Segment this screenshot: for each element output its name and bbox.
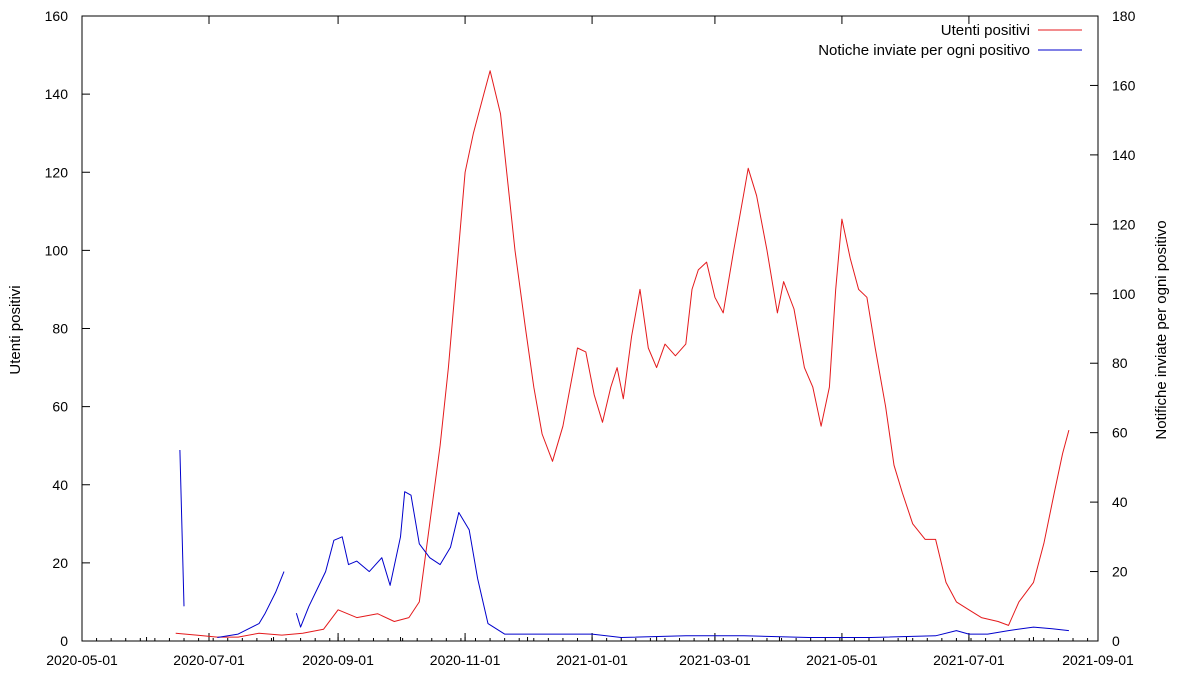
- y2-tick-label: 80: [1112, 355, 1128, 371]
- legend-label-1: Utenti positivi: [941, 22, 1030, 39]
- y2-tick-label: 60: [1112, 425, 1128, 441]
- x-tick-label: 2021-03-01: [679, 652, 751, 668]
- x-tick-label: 2021-05-01: [806, 652, 878, 668]
- y2-tick-label: 180: [1112, 8, 1136, 24]
- y-tick-label: 160: [45, 8, 69, 24]
- x-tick-label: 2020-07-01: [173, 652, 245, 668]
- y-tick-label: 0: [60, 633, 68, 649]
- y-axis-left: 0 20 40 60 80 100 120 140 160: [45, 8, 90, 649]
- plot-border: [81, 15, 1099, 642]
- y-tick-label: 140: [45, 86, 69, 102]
- y-tick-label: 120: [45, 164, 69, 180]
- y2-tick-label: 20: [1112, 564, 1128, 580]
- series-line-1: [175, 70, 1070, 638]
- series-line-2: [179, 449, 1069, 638]
- plot-frame: [81, 15, 1099, 642]
- y-tick-label: 60: [52, 399, 68, 415]
- y-tick-label: 100: [45, 242, 69, 258]
- x-tick-label: 2021-07-01: [933, 652, 1005, 668]
- y-tick-label: 20: [52, 555, 68, 571]
- y-tick-label: 80: [52, 321, 68, 337]
- y2-tick-label: 140: [1112, 147, 1136, 163]
- y2-tick-label: 40: [1112, 494, 1128, 510]
- x-tick-label: 2020-11-01: [430, 652, 501, 668]
- y2-tick-label: 100: [1112, 286, 1136, 302]
- legend: Utenti positivi Notiche inviate per ogni …: [818, 22, 1082, 59]
- x-tick-label: 2021-09-01: [1062, 652, 1134, 668]
- y-axis-title-left: Utenti positivi: [7, 285, 24, 374]
- x-axis: 2020-05-01 2020-07-01 2020-09-01 2020-11-01…: [46, 16, 1134, 668]
- y2-tick-label: 120: [1112, 216, 1136, 232]
- series-layer: [175, 70, 1070, 638]
- x-tick-label: 2020-09-01: [302, 652, 374, 668]
- x-tick-label: 2021-01-01: [556, 652, 628, 668]
- y2-tick-label: 0: [1112, 633, 1120, 649]
- y-axis-title-right: Notifiche inviate per ogni positivo: [1153, 220, 1170, 439]
- y-tick-label: 40: [52, 477, 68, 493]
- x-tick-label: 2020-05-01: [46, 652, 118, 668]
- y-axis-right: 0 20 40 60 80 100 120 140 160 180: [1090, 8, 1136, 649]
- legend-label-2: Notiche inviate per ogni positivo: [818, 42, 1030, 59]
- y2-tick-label: 160: [1112, 77, 1136, 93]
